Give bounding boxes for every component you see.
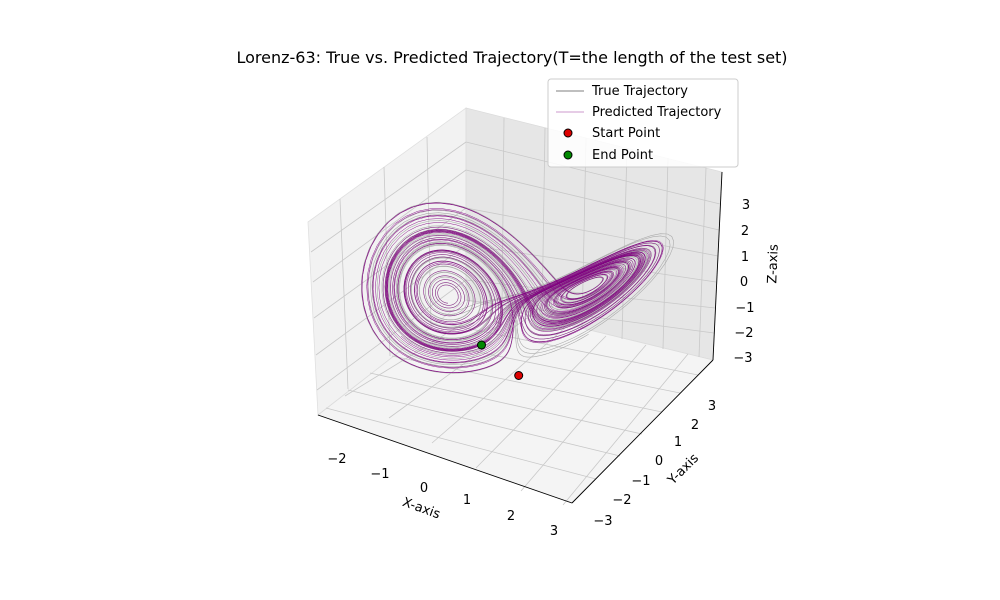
x-tick-label: 2: [507, 509, 515, 524]
legend-label-true: True Trajectory: [591, 84, 688, 99]
y-tick-label: −2: [612, 493, 631, 508]
x-tick-label: −2: [327, 452, 346, 467]
start-point-marker: [514, 371, 524, 380]
trajectory-markers: [477, 340, 524, 380]
legend-label-end: End Point: [592, 148, 653, 163]
grid-line: [662, 157, 669, 350]
grid-line: [698, 167, 707, 358]
z-tick-label: −1: [735, 301, 754, 316]
grid-line: [315, 244, 467, 356]
predicted-trajectory-line: [361, 202, 664, 374]
y-tick-label: 2: [691, 418, 699, 433]
z-tick-label: 0: [740, 275, 748, 290]
y-tick-label: −1: [631, 474, 650, 489]
x-axis-label: X-axis: [400, 495, 442, 523]
chart-title: Lorenz-63: True vs. Predicted Trajectory…: [236, 48, 787, 67]
x-tick-label: 1: [463, 493, 471, 508]
y-axis-line: [571, 359, 714, 504]
legend-marker-start: [563, 128, 573, 138]
grid-line: [316, 279, 467, 391]
grid-line: [465, 141, 721, 205]
z-axis-line: [712, 171, 723, 361]
z-tick-label: −2: [734, 326, 753, 341]
x-axis-line: [317, 414, 573, 504]
legend: True Trajectory Predicted Trajectory Sta…: [547, 78, 739, 168]
z-tick-label: −3: [733, 351, 752, 366]
end-point-marker: [477, 340, 486, 350]
legend-label-predicted: Predicted Trajectory: [592, 105, 722, 120]
x-tick-label: 3: [550, 524, 558, 539]
grid-line: [310, 141, 467, 253]
grid-line: [562, 353, 689, 506]
grid-line: [325, 407, 597, 480]
legend-marker-end: [563, 150, 573, 160]
grid-line: [347, 389, 621, 457]
z-tick-label: 2: [741, 224, 749, 239]
x-tick-label: 0: [420, 481, 428, 496]
y-tick-label: 0: [655, 454, 663, 469]
y-tick-label: −3: [593, 514, 612, 529]
grid-line: [369, 372, 643, 435]
legend-box: [547, 78, 739, 168]
y-axis-label: Y-axis: [664, 451, 702, 489]
z-axis-label: Z-axis: [765, 244, 781, 284]
grid-line: [621, 147, 628, 340]
z-tick-labels: −3 −2 −1 0 1 2 3: [733, 198, 754, 366]
predicted-trajectory-path: [361, 202, 664, 374]
x-tick-label: −1: [370, 467, 389, 482]
y-tick-label: 1: [674, 435, 682, 450]
z-tick-label: 1: [741, 250, 749, 265]
y-tick-label: 3: [708, 399, 716, 414]
grid-line: [431, 326, 567, 444]
axis-lines: [317, 171, 723, 504]
grid-line: [475, 335, 607, 469]
legend-label-start: Start Point: [592, 126, 660, 141]
z-tick-label: 3: [742, 198, 750, 213]
y-tick-labels: −3 −2 −1 0 1 2 3: [593, 399, 716, 529]
grid-line: [465, 207, 719, 257]
x-tick-labels: −2 −1 0 1 2 3: [327, 452, 558, 539]
grid-line: [520, 344, 647, 492]
grid-line: [312, 169, 467, 283]
grid-line: [465, 169, 720, 231]
